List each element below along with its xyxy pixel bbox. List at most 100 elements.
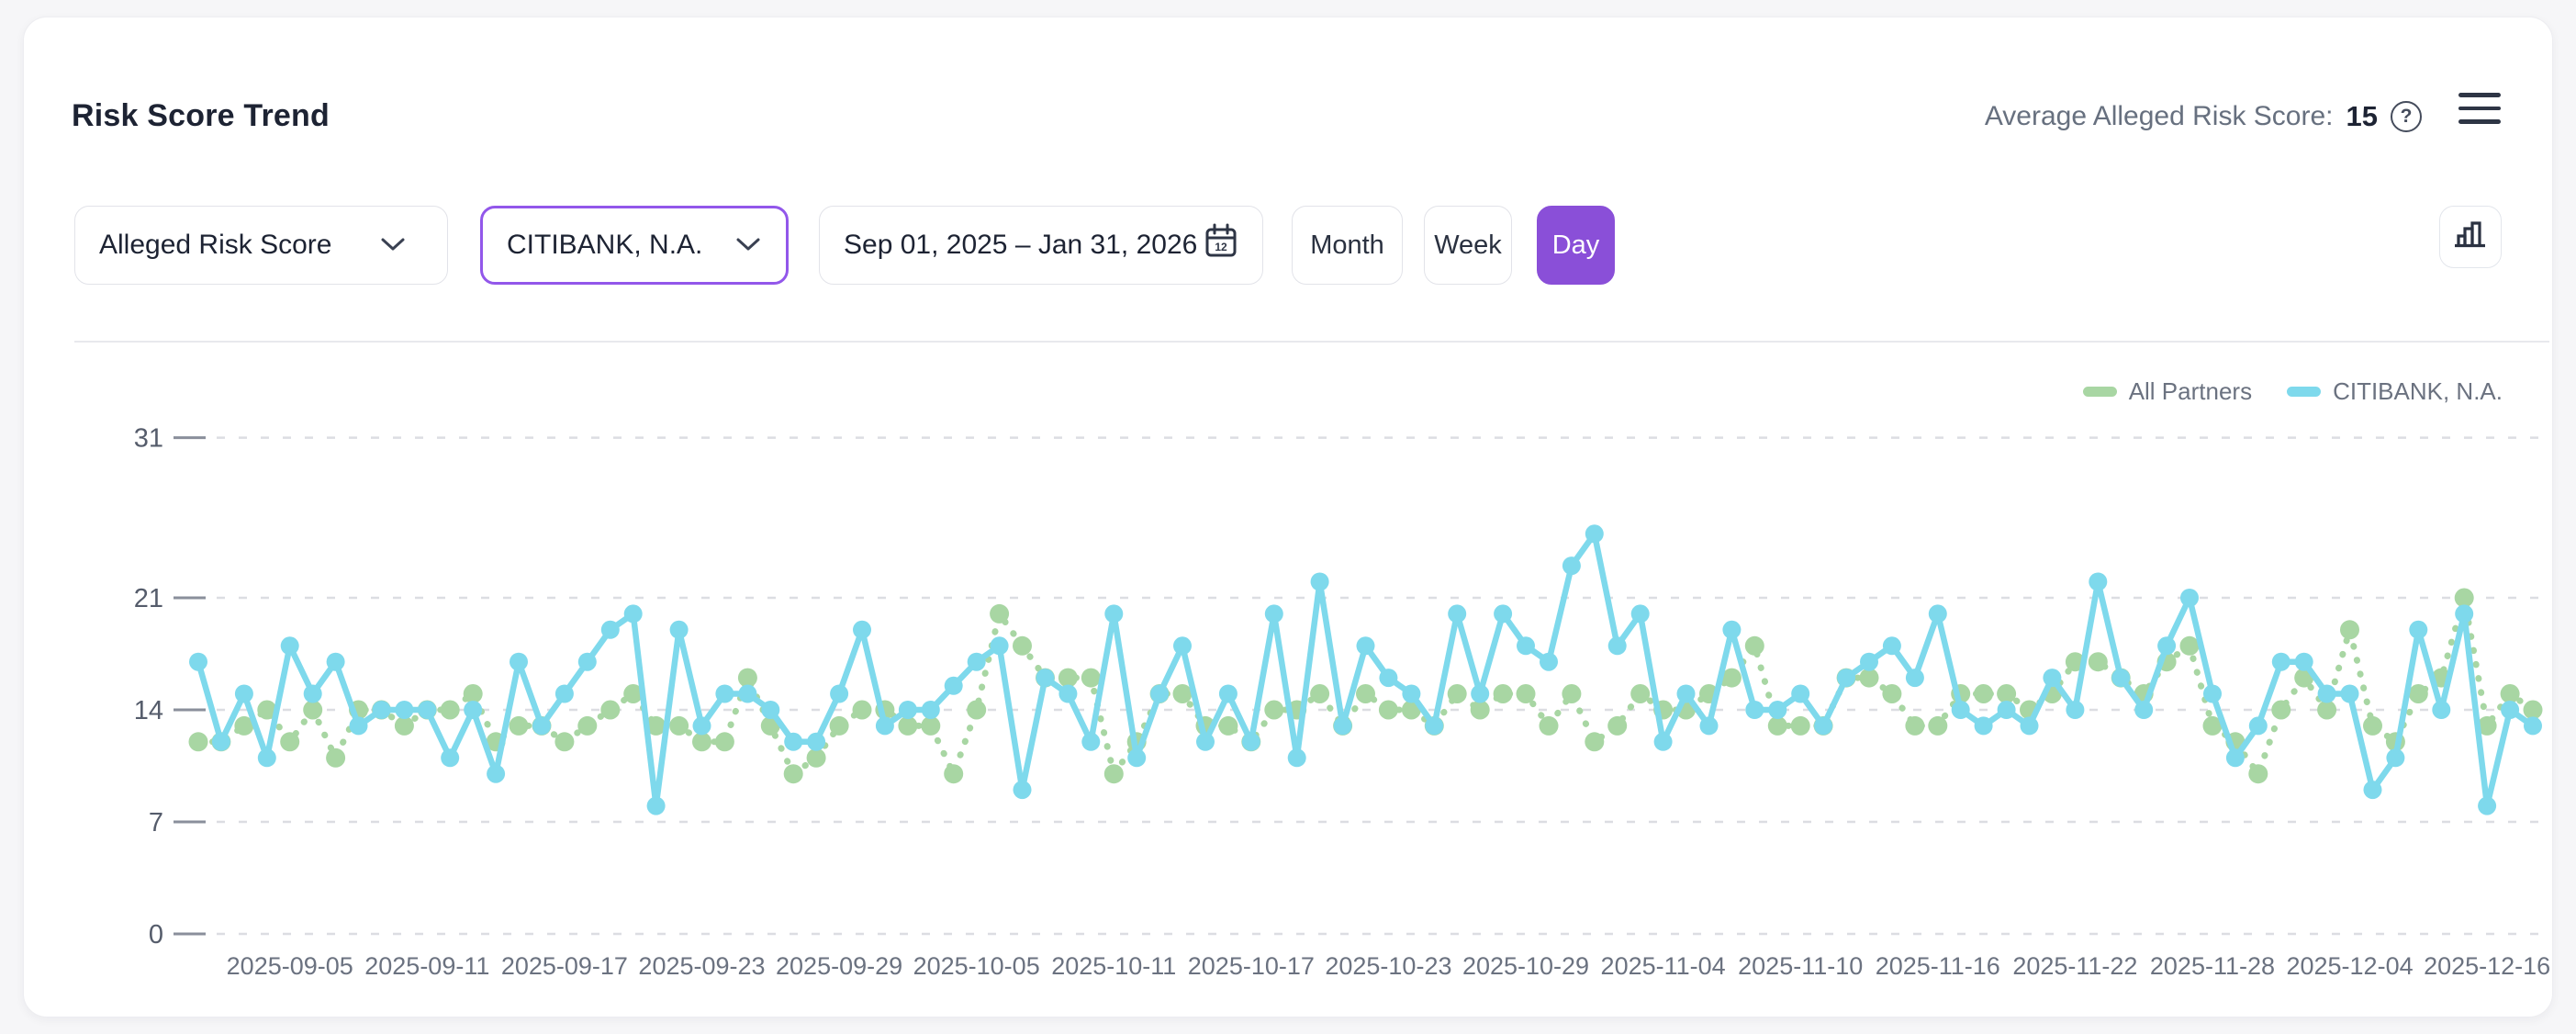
data-point <box>326 652 345 671</box>
data-point <box>898 715 918 736</box>
data-point <box>646 796 666 815</box>
data-point <box>509 715 529 736</box>
data-point <box>2454 588 2474 608</box>
data-point <box>1905 669 1924 688</box>
data-point <box>532 716 551 736</box>
help-icon[interactable]: ? <box>2391 101 2422 132</box>
data-point <box>395 701 414 719</box>
menu-icon[interactable] <box>2458 93 2501 124</box>
data-point <box>441 748 460 768</box>
data-point <box>829 715 849 736</box>
data-point <box>303 684 322 703</box>
data-point <box>1767 715 1787 736</box>
y-axis-label: 0 <box>149 920 163 950</box>
data-point <box>898 701 917 719</box>
legend-label: CITIBANK, N.A. <box>2333 377 2503 405</box>
data-point <box>1540 652 1558 671</box>
x-axis-label: 2025-12-04 <box>2286 952 2413 980</box>
data-point <box>211 732 230 751</box>
data-point <box>1173 636 1192 656</box>
data-point <box>1814 716 1833 736</box>
data-point <box>715 684 734 703</box>
granularity-day-button[interactable]: Day <box>1537 206 1615 285</box>
legend-item[interactable]: CITIBANK, N.A. <box>2287 377 2503 406</box>
data-point <box>944 676 963 695</box>
data-point <box>1585 524 1604 544</box>
data-point <box>1058 668 1078 688</box>
data-point <box>1974 716 1993 736</box>
x-axis-label: 2025-09-17 <box>501 952 628 980</box>
data-point <box>967 652 986 671</box>
data-point <box>692 716 711 736</box>
data-point <box>1562 556 1581 576</box>
data-point <box>510 652 528 671</box>
data-point <box>1196 732 1215 751</box>
data-point <box>2180 589 2199 607</box>
data-point <box>1722 620 1742 639</box>
data-point <box>1790 715 1810 736</box>
data-point <box>1721 668 1742 688</box>
data-point <box>1494 604 1513 624</box>
data-point <box>1356 636 1375 656</box>
partner-select-value: CITIBANK, N.A. <box>507 230 703 260</box>
data-point <box>372 701 391 719</box>
x-axis-label: 2025-11-22 <box>2012 952 2137 980</box>
data-point <box>1425 716 1444 736</box>
data-point <box>418 701 437 719</box>
data-point <box>280 636 299 656</box>
data-point <box>2340 684 2359 703</box>
bar-chart-icon <box>2451 216 2490 259</box>
data-point <box>1928 715 1948 736</box>
data-point <box>807 732 826 751</box>
date-range-value: Sep 01, 2025 – Jan 31, 2026 <box>844 230 1198 260</box>
data-point <box>1630 604 1650 624</box>
granularity-month-button[interactable]: Month <box>1292 206 1403 285</box>
data-point <box>1607 715 1628 736</box>
data-point <box>2340 620 2359 640</box>
data-point <box>875 716 894 736</box>
data-point <box>280 732 300 752</box>
data-point <box>1630 684 1651 703</box>
metric-select[interactable]: Alleged Risk Score <box>74 206 448 285</box>
data-point <box>1791 684 1810 703</box>
chart-type-button[interactable] <box>2439 206 2502 268</box>
data-point <box>463 684 483 703</box>
risk-score-chart: 0 7 14 21 31 2025-09-05 2025-09-11 2025-09-17 20… <box>24 412 2576 1009</box>
data-point <box>1447 684 1467 703</box>
partner-select[interactable]: CITIBANK, N.A. <box>480 206 789 285</box>
data-point <box>188 732 208 752</box>
data-point <box>2134 701 2154 719</box>
data-point <box>394 715 414 736</box>
data-point <box>257 700 277 720</box>
data-point <box>1103 764 1124 784</box>
data-point <box>1951 701 1970 719</box>
data-point <box>1744 635 1764 656</box>
data-point <box>2225 748 2245 768</box>
average-score-value: 15 <box>2346 100 2378 132</box>
data-point <box>1539 715 1559 736</box>
data-point <box>577 715 598 736</box>
data-point <box>1036 669 1055 688</box>
data-point <box>1264 700 1284 720</box>
x-axis-label: 2025-10-29 <box>1462 952 1589 980</box>
x-axis-label: 2025-11-04 <box>1601 952 1726 980</box>
data-point <box>1402 684 1421 703</box>
x-axis-label: 2025-10-11 <box>1051 952 1176 980</box>
data-point <box>2523 700 2543 720</box>
data-point <box>234 684 253 703</box>
x-axis-label: 2025-12-16 <box>2424 952 2550 980</box>
legend-item[interactable]: All Partners <box>2082 377 2252 406</box>
x-axis-label: 2025-11-10 <box>1738 952 1863 980</box>
data-point <box>944 764 964 784</box>
line-chart-canvas[interactable]: 0 7 14 21 31 2025-09-05 2025-09-11 2025-09-17 20… <box>24 412 2576 1009</box>
data-point <box>2043 669 2062 688</box>
data-point <box>2271 700 2291 720</box>
date-range-picker[interactable]: Sep 01, 2025 – Jan 31, 2026 12 <box>819 206 1263 285</box>
data-point <box>1928 604 1947 624</box>
data-point <box>1997 701 2016 719</box>
data-point <box>921 701 940 719</box>
data-point <box>1310 684 1330 703</box>
granularity-week-button[interactable]: Week <box>1424 206 1512 285</box>
data-point <box>464 701 483 719</box>
